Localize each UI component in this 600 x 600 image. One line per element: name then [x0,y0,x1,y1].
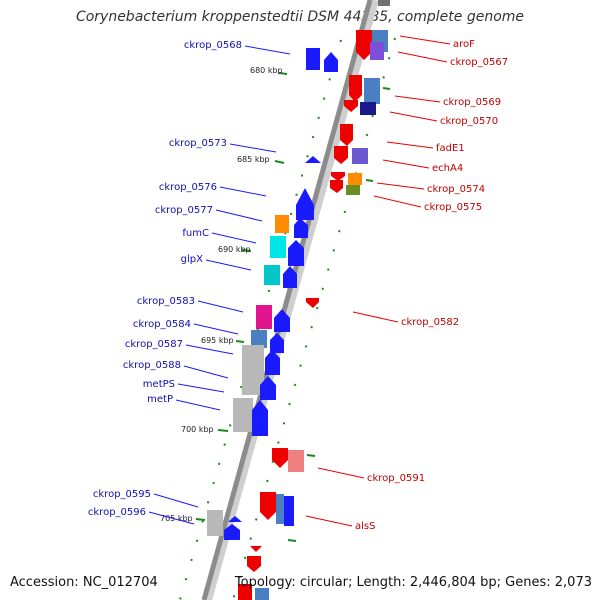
gene-arrow [334,146,348,164]
label-ckrop-0570[interactable]: ckrop_0570 [440,116,498,127]
gene-arrow [224,524,240,540]
label-ckrop-0596[interactable]: ckrop_0596 [88,507,146,518]
gene-arrow [260,492,276,520]
gene-arrow [247,556,261,572]
kbp-marker-685: 685 kbp [237,155,270,164]
label-ckrop-0575[interactable]: ckrop_0575 [424,202,482,213]
gene-arrow [349,75,362,102]
accession-text: Accession: NC_012704 [10,575,158,590]
gene-arrow [250,546,262,552]
genome-backbone [201,0,373,600]
left-gene-labels: ckrop_0568 ckrop_0573 ckrop_0576 ckrop_0… [88,40,242,518]
label-alss[interactable]: alsS [355,521,375,532]
gene-arrow [294,218,308,238]
gene-block [288,450,304,472]
right-leader-lines [305,35,451,527]
gene-arrow [283,266,297,288]
gene-arrow [296,188,314,220]
label-metp[interactable]: metP [147,394,173,405]
gene-arrow [305,156,321,163]
gene-block [256,305,272,329]
gene-block [255,588,269,600]
gene-arrow [288,240,304,266]
gene-block [276,494,284,524]
gene-block [275,215,289,233]
label-ckrop-0588[interactable]: ckrop_0588 [123,360,181,371]
kbp-ticks [195,72,288,521]
gene-arrow [324,52,338,72]
label-ckrop-0582[interactable]: ckrop_0582 [401,317,459,328]
gene-block [346,185,360,195]
gene-block [207,510,223,536]
gene-block [378,0,390,6]
gene-arrow [331,172,345,181]
gene-block [352,148,368,164]
gene-block [348,173,362,185]
label-ckrop-0568[interactable]: ckrop_0568 [184,40,242,51]
left-leader-lines [148,45,291,525]
gene-arrow [265,350,280,375]
kbp-marker-700: 700 kbp [181,425,214,434]
forward-genes [207,48,338,540]
label-echa4[interactable]: echA4 [432,163,463,174]
label-ckrop-0583[interactable]: ckrop_0583 [137,296,195,307]
reverse-genes [238,0,390,600]
gene-block [270,236,286,258]
right-gene-labels: aroF ckrop_0567 ckrop_0569 ckrop_0570 fa… [355,39,508,532]
label-ckrop-0595[interactable]: ckrop_0595 [93,489,151,500]
gene-block [251,330,267,348]
gene-block [233,398,253,432]
gene-arrow [272,448,288,468]
label-ckrop-0574[interactable]: ckrop_0574 [427,184,485,195]
feature-dashes [287,87,391,542]
gene-arrow [228,516,242,522]
label-ckrop-0587[interactable]: ckrop_0587 [125,339,183,350]
label-fade1[interactable]: fadE1 [436,143,465,154]
gene-block [284,496,294,526]
gene-arrow [330,180,343,193]
gene-arrow [344,100,358,112]
label-ckrop-0567[interactable]: ckrop_0567 [450,57,508,68]
gene-arrow [340,124,353,146]
gene-arrow [306,298,319,308]
map-title: Corynebacterium kroppenstedtii DSM 44385… [75,9,525,25]
label-fumc[interactable]: fumC [182,228,209,239]
gene-arrow [238,584,252,600]
gene-arrow [252,400,268,436]
kbp-marker-705: 705 kbp [160,514,193,523]
label-ckrop-0573[interactable]: ckrop_0573 [169,138,227,149]
gene-block [264,265,280,285]
gene-arrow [270,333,284,353]
label-ckrop-0576[interactable]: ckrop_0576 [159,182,217,193]
gene-block [364,78,380,104]
label-glpx[interactable]: glpX [181,254,203,265]
label-ckrop-0584[interactable]: ckrop_0584 [133,319,191,330]
kbp-marker-695: 695 kbp [201,336,234,345]
label-ckrop-0577[interactable]: ckrop_0577 [155,205,213,216]
kbp-marker-680: 680 kbp [250,66,283,75]
genome-summary-text: Topology: circular; Length: 2,446,804 bp… [234,575,592,590]
label-ckrop-0569[interactable]: ckrop_0569 [443,97,501,108]
gene-block [242,345,264,395]
gene-arrow [260,376,276,400]
label-arof[interactable]: aroF [453,39,475,50]
kbp-marker-690: 690 kbp [218,245,251,254]
label-ckrop-0591[interactable]: ckrop_0591 [367,473,425,484]
label-metps[interactable]: metPS [143,379,175,390]
gene-arrow [356,30,372,60]
gene-arrow [306,48,320,70]
gene-block [370,42,384,60]
gene-block [360,102,376,115]
gene-arrow [274,309,290,332]
